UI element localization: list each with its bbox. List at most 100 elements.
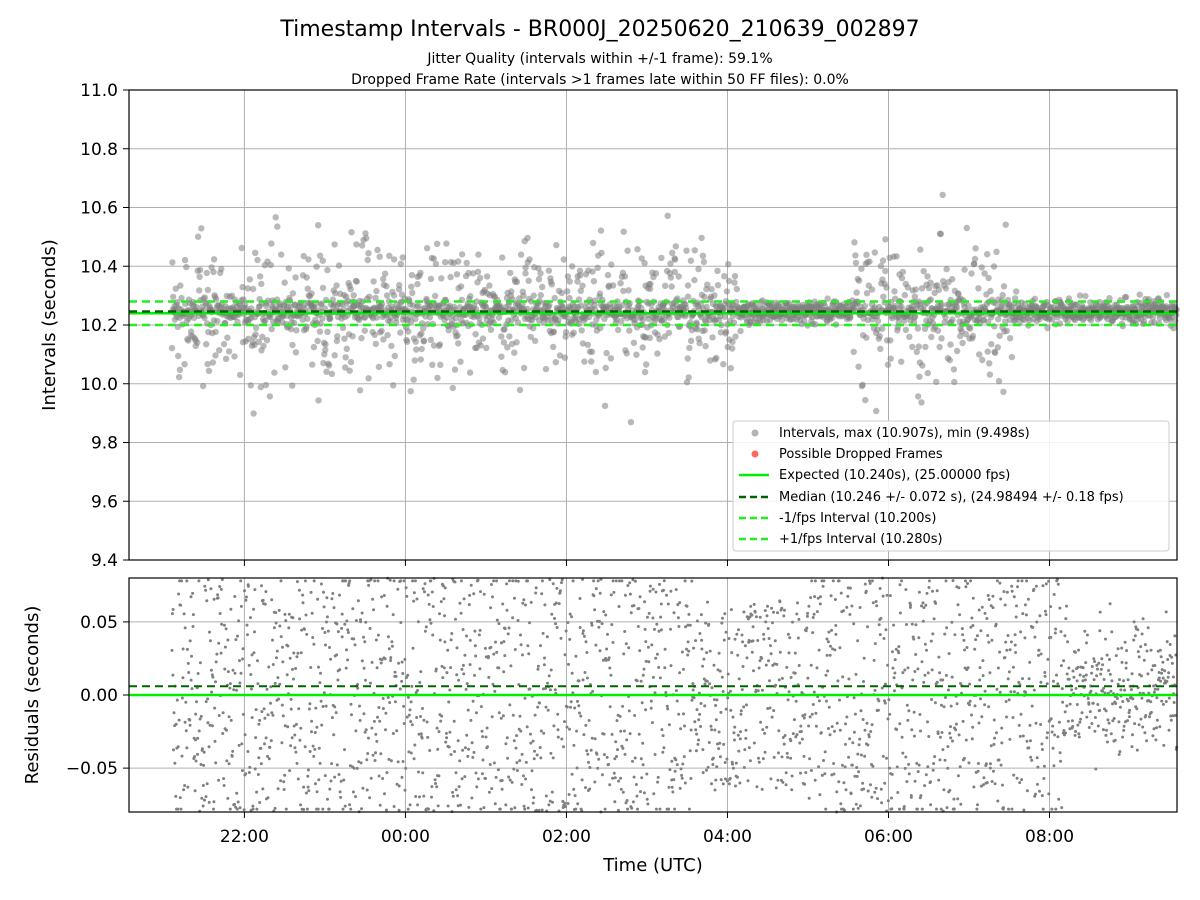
residual-point [799, 730, 803, 733]
residual-point [289, 744, 293, 748]
residual-point [547, 674, 551, 678]
residual-point [858, 737, 862, 741]
residual-point [1005, 715, 1008, 719]
y-tick-label: −0.05 [66, 759, 118, 779]
residual-point [548, 799, 552, 803]
interval-point [455, 258, 462, 265]
interval-point [520, 292, 527, 299]
residual-point [518, 714, 522, 718]
residual-point [505, 582, 509, 586]
residual-point [674, 588, 678, 592]
residual-point [699, 613, 703, 617]
residual-point [322, 691, 326, 695]
residual-point [171, 673, 175, 677]
residual-point [1070, 688, 1074, 692]
interval-point [443, 240, 450, 247]
residual-point [405, 676, 408, 679]
residual-point [766, 627, 770, 630]
residual-point [830, 628, 833, 632]
interval-point [658, 254, 665, 262]
interval-point [647, 280, 654, 288]
residual-point [983, 611, 987, 615]
interval-point [535, 276, 543, 283]
interval-point [708, 286, 715, 293]
interval-point [372, 294, 379, 302]
interval-point [324, 328, 331, 335]
residual-point [207, 800, 211, 804]
interval-point [333, 282, 340, 289]
residual-point [1036, 782, 1039, 786]
interval-point [991, 349, 999, 356]
residual-point [873, 642, 877, 646]
residual-point [1046, 731, 1049, 735]
y-tick-label: 10.6 [80, 199, 118, 219]
residual-point [400, 660, 404, 664]
residual-point [568, 612, 572, 616]
residual-point [244, 598, 248, 602]
residual-point [309, 590, 313, 594]
residual-point [199, 714, 203, 718]
residual-point [687, 807, 691, 811]
residual-point [499, 716, 503, 720]
interval-point [847, 314, 854, 321]
residual-point [208, 630, 211, 634]
residual-point [553, 688, 557, 692]
residual-point [903, 668, 907, 672]
residual-point [349, 807, 353, 811]
residual-point [1049, 605, 1053, 609]
residual-point [628, 592, 632, 596]
residual-point [256, 773, 260, 776]
residual-point [480, 772, 484, 776]
residual-point [1027, 677, 1031, 681]
interval-point [596, 290, 604, 297]
residual-point [839, 591, 843, 595]
residual-point [475, 711, 478, 715]
residual-point [1089, 689, 1093, 693]
residual-point [203, 584, 207, 588]
residual-point [1145, 739, 1149, 743]
residual-point [498, 807, 502, 811]
residual-point [1143, 731, 1147, 735]
residual-point [679, 767, 683, 771]
residual-point [1136, 650, 1140, 654]
residual-point [1085, 633, 1089, 637]
residual-point [470, 741, 474, 745]
residual-point [264, 736, 268, 740]
interval-point [397, 260, 404, 268]
interval-point [877, 345, 884, 352]
residual-point [1151, 734, 1155, 738]
legend-entry-expected: Expected (10.240s), (25.00000 fps) [739, 468, 1010, 483]
residual-point [460, 667, 464, 671]
residual-point [365, 758, 369, 762]
residual-point [243, 589, 246, 593]
interval-point [682, 304, 690, 312]
residual-point [283, 612, 287, 616]
residual-point [593, 737, 597, 741]
interval-point [858, 265, 865, 272]
interval-point [517, 251, 525, 258]
residual-point [1016, 585, 1019, 589]
interval-point [472, 331, 479, 338]
interval-point [319, 284, 327, 292]
residual-point [578, 597, 582, 600]
residual-point [201, 804, 205, 808]
residual-point [1122, 724, 1126, 728]
residual-point [641, 673, 645, 677]
residual-point [356, 686, 360, 690]
residual-point [954, 728, 958, 732]
interval-point [293, 327, 300, 334]
interval-point [455, 340, 462, 347]
interval-point [327, 314, 334, 322]
residual-point [789, 676, 793, 679]
legend-label-plus-fps: +1/fps Interval (10.280s) [779, 532, 943, 547]
residual-point [453, 750, 456, 753]
interval-point [445, 327, 452, 334]
residual-point [594, 643, 598, 647]
residual-point [182, 612, 186, 616]
residual-point [647, 611, 651, 615]
residual-point [757, 760, 761, 764]
residual-point [520, 752, 524, 756]
interval-point [178, 294, 185, 302]
interval-point [316, 328, 324, 335]
residual-point [720, 675, 724, 679]
